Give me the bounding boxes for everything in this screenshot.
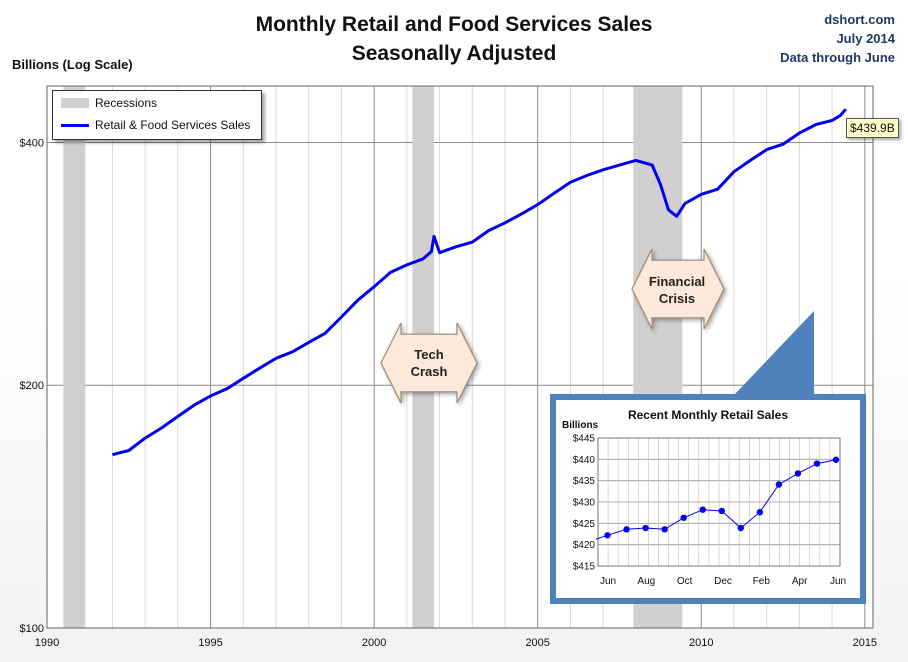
legend-swatch-sales [61,123,89,127]
tech-crash-label-line1: Tech [414,347,444,362]
y-axis-label: Billions (Log Scale) [12,57,133,72]
inset-y-tick-label: $435 [573,476,596,487]
chart-title-line1: Monthly Retail and Food Services Sales [255,13,653,36]
financial-crisis-label-line2: Crisis [658,291,696,306]
inset-chart-frame: $415 $420 $425 $430 $435 $440 $445 Jun Aug Oct Dec… [550,394,866,604]
chart-title: Monthly Retail and Food Services Sales S… [0,10,908,68]
inset-plot-border [597,437,841,567]
x-tick-label: 1995 [198,637,222,649]
inset-pointer-wedge [735,311,814,394]
inset-data-point [623,526,630,533]
x-tick-label: 2010 [689,637,713,649]
inset-data-point [737,524,744,532]
inset-x-tick-label: Apr [792,576,808,587]
x-tick-label: 1990 [35,637,59,649]
inset-data-point [642,524,649,532]
legend-label-sales: Retail & Food Services Sales [95,118,251,132]
inset-data-point [813,460,821,467]
inset-data-point [661,526,668,533]
y-tick-label: $400 [20,137,44,149]
inset-y-tick-label: $430 [573,498,596,509]
inset-series-line [595,459,837,540]
x-tick-label: 2000 [362,637,386,649]
legend-entry-recessions: Recessions [61,95,157,111]
y-tick-label: $200 [20,380,44,392]
inset-data-point [794,470,802,477]
inset-chart-title: Recent Monthly Retail Sales [627,408,789,422]
inset-x-tick-label: Feb [753,576,771,587]
inset-y-tick-label: $420 [573,540,596,551]
latest-value-callout: $439.9B [846,118,899,138]
inset-x-tick-label: Dec [714,576,732,587]
inset-y-tick-label: $425 [573,519,596,530]
financial-crisis-label: Financial Crisis [640,273,714,307]
chart-subtitle: Seasonally Adjusted [351,42,557,65]
source-block: dshort.com July 2014 Data through June [780,10,895,67]
source-site: dshort.com [824,12,895,27]
inset-x-tick-label: Aug [637,576,655,587]
inset-x-tick-label: Oct [677,576,693,587]
plot-border [46,85,874,629]
legend-entry-sales: Retail & Food Services Sales [61,117,250,133]
recession-band [63,86,86,628]
legend-label-recessions: Recessions [95,96,158,110]
source-date: July 2014 [836,31,895,46]
x-tick-label: 2005 [525,637,549,649]
financial-crisis-arrow [631,248,725,330]
inset-chart-panel [556,400,860,598]
inset-y-tick-label: $415 [573,562,596,573]
source-data-through: Data through June [780,50,895,65]
x-tick-label: 2015 [853,637,877,649]
inset-data-point [775,481,783,488]
series-line-retail-food-services [112,108,847,457]
tech-crash-arrow [380,322,478,404]
tech-crash-label: Tech Crash [392,346,466,380]
inset-data-point [680,514,687,521]
inset-data-point [604,532,611,539]
inset-data-point [699,506,706,513]
legend-swatch-recessions [61,98,89,108]
inset-chart: $415 $420 $425 $430 $435 $440 $445 Jun Aug Oct Dec… [573,434,846,588]
inset-y-tick-label: $440 [573,455,596,466]
tech-crash-label-line2: Crash [410,364,448,379]
inset-y-axis-label: Billions [562,420,599,431]
inset-x-tick-label: Jun [830,576,846,587]
inset-x-tick-label: Jun [600,576,616,587]
inset-data-point [718,507,725,515]
inset-data-point [832,456,840,463]
inset-y-tick-label: $445 [573,434,596,445]
financial-crisis-label-line1: Financial [648,274,706,289]
y-tick-label: $100 [20,623,44,635]
inset-data-point [756,509,764,516]
legend: Recessions Retail & Food Services Sales [52,90,262,140]
